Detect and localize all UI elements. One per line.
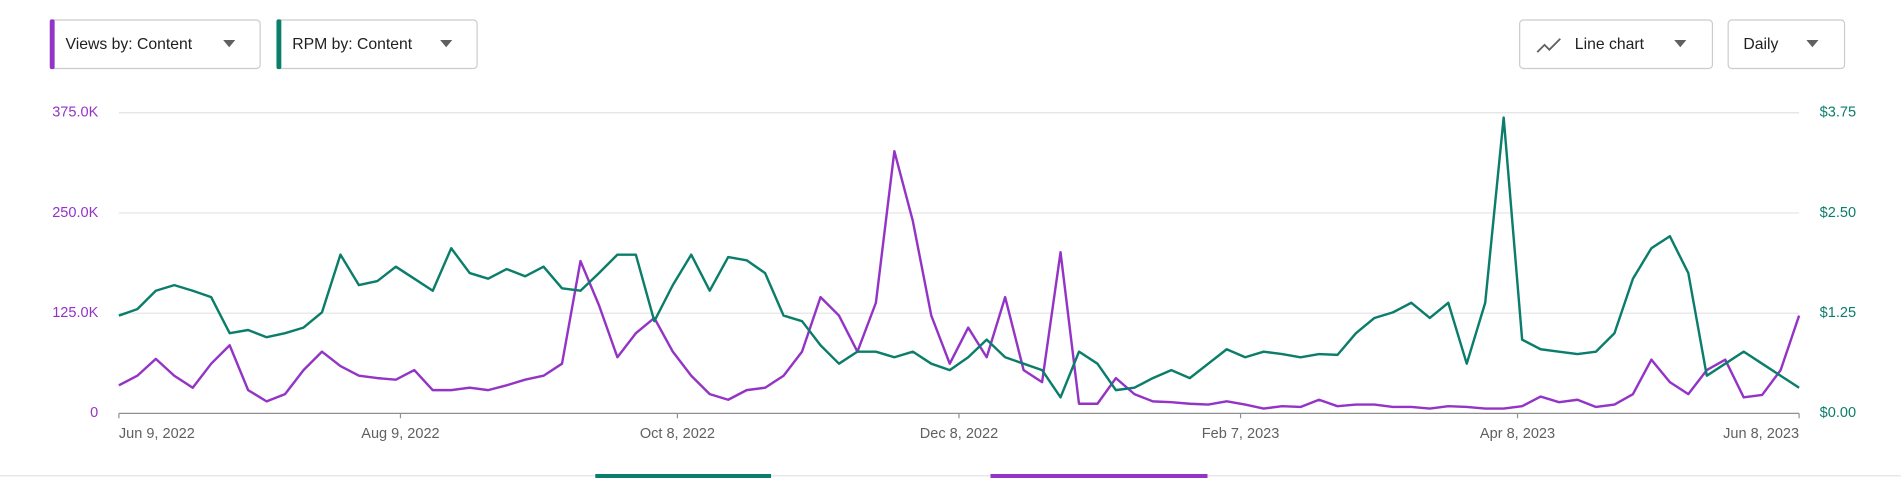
y-tick-label: 125.0K <box>52 305 98 321</box>
x-tick-label: Dec 8, 2022 <box>920 426 998 442</box>
series-line <box>118 150 1801 410</box>
tab-indicator <box>595 473 772 478</box>
y-tick-label: 250.0K <box>52 205 98 221</box>
tab-indicator <box>990 473 1208 478</box>
rpm-dropdown[interactable]: RPM by: Content <box>276 19 478 70</box>
interval-dropdown[interactable]: Daily <box>1727 19 1846 70</box>
series-line <box>118 116 1800 399</box>
x-tick-label: Apr 8, 2023 <box>1480 426 1555 442</box>
dropdown-label: RPM by: Content <box>292 36 413 53</box>
x-tick-label: Aug 9, 2022 <box>361 426 439 442</box>
y2-tick-label: $2.50 <box>1820 205 1856 221</box>
y-tick-label: 0 <box>90 405 98 421</box>
x-tick-label: Oct 8, 2022 <box>640 426 715 442</box>
dropdown-label: Daily <box>1743 36 1778 53</box>
y2-tick-label: $3.75 <box>1820 105 1856 121</box>
chart-type-dropdown[interactable]: Line chart <box>1519 19 1714 70</box>
y2-tick-label: $1.25 <box>1820 305 1856 321</box>
y2-tick-label: $0.00 <box>1820 405 1856 421</box>
y-tick-label: 375.0K <box>52 105 98 121</box>
dropdown-label: Views by: Content <box>66 36 193 53</box>
x-tick-label: Jun 9, 2022 <box>119 426 195 442</box>
dropdown-label: Line chart <box>1575 36 1645 53</box>
x-tick-label: Jun 8, 2023 <box>1723 426 1799 442</box>
views-dropdown[interactable]: Views by: Content <box>49 19 261 70</box>
x-tick-label: Feb 7, 2023 <box>1202 426 1280 442</box>
